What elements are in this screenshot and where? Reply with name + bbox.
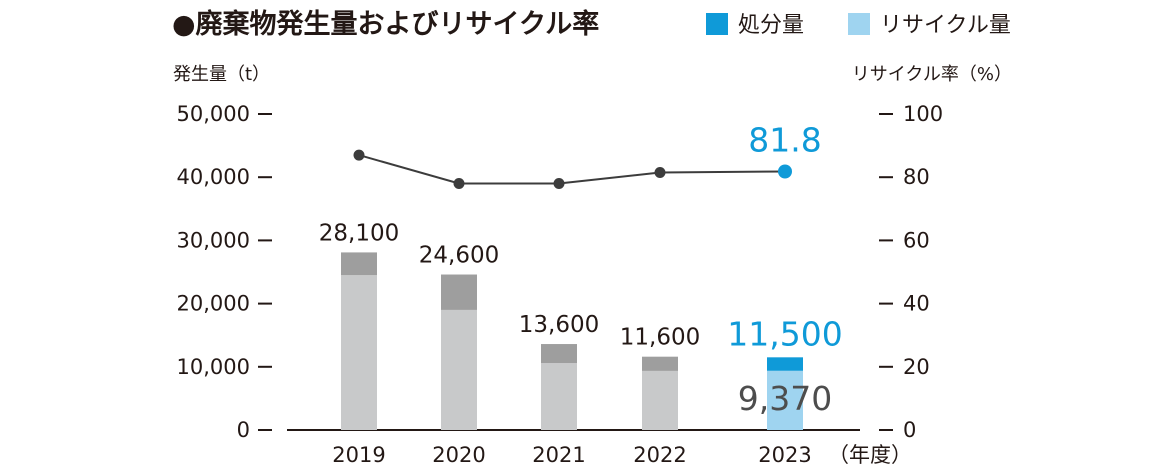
bar-disposal-2020 <box>441 274 477 310</box>
right-tick-label: 20 <box>903 355 930 379</box>
chart-title: ●廃棄物発生量およびリサイクル率 <box>172 8 599 40</box>
rate-point-2019 <box>353 149 365 161</box>
right-tick-label: 40 <box>903 292 930 316</box>
total-label-2022: 11,600 <box>620 325 700 351</box>
bar-disposal-2021 <box>541 344 577 364</box>
data-labels: 28,100 24,600 13,600 11,600 11,500 9,370 81.8 <box>319 121 843 418</box>
bar-disposal-2022 <box>642 356 678 371</box>
total-label-2019: 28,100 <box>319 220 399 246</box>
left-tick-label: 40,000 <box>177 165 250 189</box>
x-tick-label: 2020 <box>432 443 485 467</box>
right-tick-label: 100 <box>903 102 943 126</box>
rate-label-2023: 81.8 <box>748 121 821 160</box>
recycle-label-2023: 9,370 <box>738 379 832 418</box>
bar-recycle-2023 <box>767 370 803 430</box>
total-label-2021: 13,600 <box>519 312 599 338</box>
right-tick-label: 0 <box>903 418 916 442</box>
left-tick-label: 0 <box>237 418 250 442</box>
x-axis: 2019 2020 2021 2022 2023 <box>332 443 811 467</box>
left-tick-label: 30,000 <box>177 228 250 252</box>
legend-swatch-disposal <box>706 13 728 35</box>
rate-point-2021 <box>553 178 565 190</box>
bars <box>341 252 803 430</box>
bar-recycle-2021 <box>541 363 577 430</box>
legend-swatch-recycle <box>848 13 870 35</box>
total-label-2023: 11,500 <box>727 314 842 353</box>
legend-label-disposal: 処分量 <box>738 13 804 38</box>
total-label-2020: 24,600 <box>419 243 499 269</box>
legend-label-recycle: リサイクル量 <box>880 13 1011 38</box>
rate-line-layer <box>353 149 792 190</box>
x-tick-label: 2019 <box>332 443 385 467</box>
rate-line <box>358 154 786 185</box>
x-tick-label: 2022 <box>633 443 686 467</box>
right-axis-title: リサイクル率（%） <box>852 64 1012 85</box>
left-axis-title: 発生量（t） <box>173 64 270 85</box>
bar-recycle-2020 <box>441 309 477 430</box>
left-tick-label: 20,000 <box>177 292 250 316</box>
bar-recycle-2022 <box>642 370 678 430</box>
bar-disposal-2023 <box>767 357 803 371</box>
left-tick-label: 10,000 <box>177 355 250 379</box>
rate-point-2020 <box>453 178 465 190</box>
bar-disposal-2019 <box>341 252 377 276</box>
bar-recycle-2019 <box>341 275 377 430</box>
right-tick-label: 80 <box>903 165 930 189</box>
left-tick-label: 50,000 <box>177 102 250 126</box>
x-tick-label: 2021 <box>532 443 585 467</box>
right-axis: 0 20 40 60 80 100 <box>879 102 943 442</box>
right-tick-label: 60 <box>903 228 930 252</box>
x-unit-label: （年度） <box>828 443 912 467</box>
x-tick-label: 2023 <box>758 443 811 467</box>
rate-point-2022 <box>654 166 666 178</box>
rate-point-2023 <box>778 164 792 179</box>
left-axis: 0 10,000 20,000 30,000 40,000 50,000 <box>177 102 272 442</box>
